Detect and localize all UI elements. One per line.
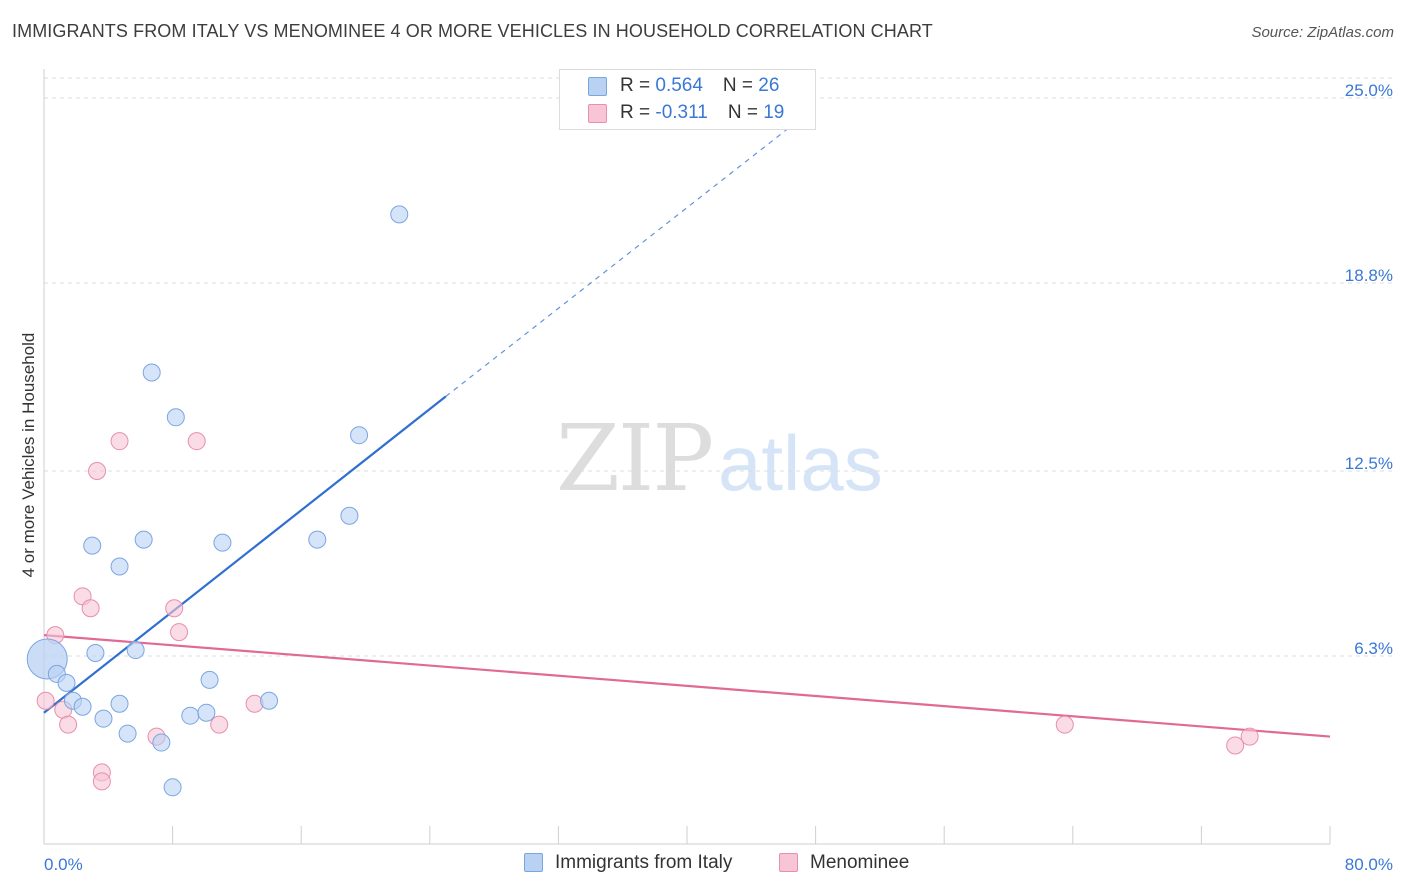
- bottom-legend-label-italy: Immigrants from Italy: [555, 852, 733, 873]
- data-point-menominee: [81, 599, 100, 618]
- x-tick-label-max: 80.0%: [1345, 855, 1393, 874]
- data-point-italy: [83, 536, 102, 555]
- zipatlas-watermark: ZIP atlas: [556, 405, 883, 512]
- data-point-italy: [197, 703, 216, 722]
- correlation-legend: R = 0.564 N = 26 R = -0.311 N = 19: [559, 69, 816, 130]
- legend-r-value: -0.311: [655, 102, 708, 123]
- data-point-italy: [308, 530, 327, 549]
- legend-r-value: 0.564: [655, 75, 703, 96]
- data-point-italy: [57, 673, 76, 692]
- data-point-menominee: [1055, 715, 1074, 734]
- data-point-italy: [260, 691, 279, 710]
- y-axis-label: 4 or more Vehicles in Household: [19, 332, 38, 578]
- y-tick-label: 6.3%: [1354, 639, 1393, 658]
- data-point-italy: [73, 697, 92, 716]
- legend-swatch-menominee: [588, 104, 607, 123]
- legend-r-label: R =: [620, 75, 656, 96]
- data-point-italy: [166, 408, 185, 427]
- trend-line-italy: [43, 395, 447, 714]
- chart-title: IMMIGRANTS FROM ITALY VS MENOMINEE 4 OR …: [12, 21, 933, 41]
- legend-r-label: R =: [620, 102, 656, 123]
- x-ticks: [43, 826, 1331, 844]
- x-tick-labels: 0.0% 80.0%: [44, 855, 1393, 874]
- y-tick-label: 25.0%: [1345, 81, 1393, 100]
- data-point-menominee: [36, 691, 55, 710]
- gridlines: [44, 77, 1394, 657]
- data-point-italy: [213, 533, 232, 552]
- trend-lines: [43, 106, 1331, 738]
- data-point-italy: [163, 778, 182, 797]
- data-point-menominee: [170, 623, 189, 642]
- data-point-menominee: [1226, 736, 1245, 755]
- data-point-italy: [126, 641, 145, 660]
- data-point-italy: [350, 426, 369, 445]
- data-point-italy: [110, 557, 129, 576]
- data-point-italy: [94, 709, 113, 728]
- legend-n-value: 19: [763, 102, 785, 123]
- data-point-italy: [390, 205, 409, 224]
- legend-n-label: N =: [727, 102, 764, 123]
- legend-swatch-italy: [588, 77, 607, 96]
- data-point-menominee: [88, 462, 107, 480]
- x-tick-label-min: 0.0%: [44, 855, 83, 874]
- data-point-italy: [118, 724, 137, 743]
- data-point-menominee: [110, 432, 129, 451]
- y-tick-label: 12.5%: [1345, 454, 1393, 473]
- legend-n-label: N =: [722, 75, 759, 96]
- legend-n-value: 26: [758, 75, 780, 96]
- data-point-italy: [86, 644, 105, 663]
- y-tick-labels: 6.3% 12.5% 18.8% 25.0%: [1345, 81, 1393, 658]
- legend-text-menominee: R = -0.311 N = 19: [620, 102, 784, 124]
- data-point-italy: [181, 706, 200, 725]
- bottom-legend-label-menominee: Menominee: [810, 852, 910, 873]
- data-point-menominee: [165, 599, 184, 618]
- data-point-italy: [340, 506, 359, 525]
- data-point-italy: [152, 733, 171, 752]
- data-point-menominee: [245, 694, 264, 713]
- legend-text-italy: R = 0.564 N = 26: [620, 75, 779, 97]
- trend-line-italy-extension: [445, 106, 816, 397]
- data-point-menominee: [1240, 727, 1259, 746]
- data-point-italy: [110, 694, 129, 713]
- data-point-italy: [142, 363, 161, 382]
- data-point-menominee: [92, 772, 111, 791]
- data-point-menominee: [59, 715, 78, 734]
- data-point-menominee: [210, 715, 229, 734]
- bottom-legend-swatch-italy: [524, 853, 543, 872]
- data-point-menominee: [187, 432, 206, 451]
- source-credit: Source: ZipAtlas.com: [1251, 24, 1394, 41]
- bottom-legend-swatch-menominee: [779, 853, 798, 872]
- data-points: [26, 205, 1259, 797]
- trend-line-menominee: [43, 634, 1331, 738]
- watermark-zip: ZIP: [556, 405, 712, 512]
- y-tick-label: 18.8%: [1345, 266, 1393, 285]
- data-point-italy: [200, 670, 219, 689]
- watermark-atlas: atlas: [718, 419, 883, 507]
- data-point-italy: [134, 530, 153, 549]
